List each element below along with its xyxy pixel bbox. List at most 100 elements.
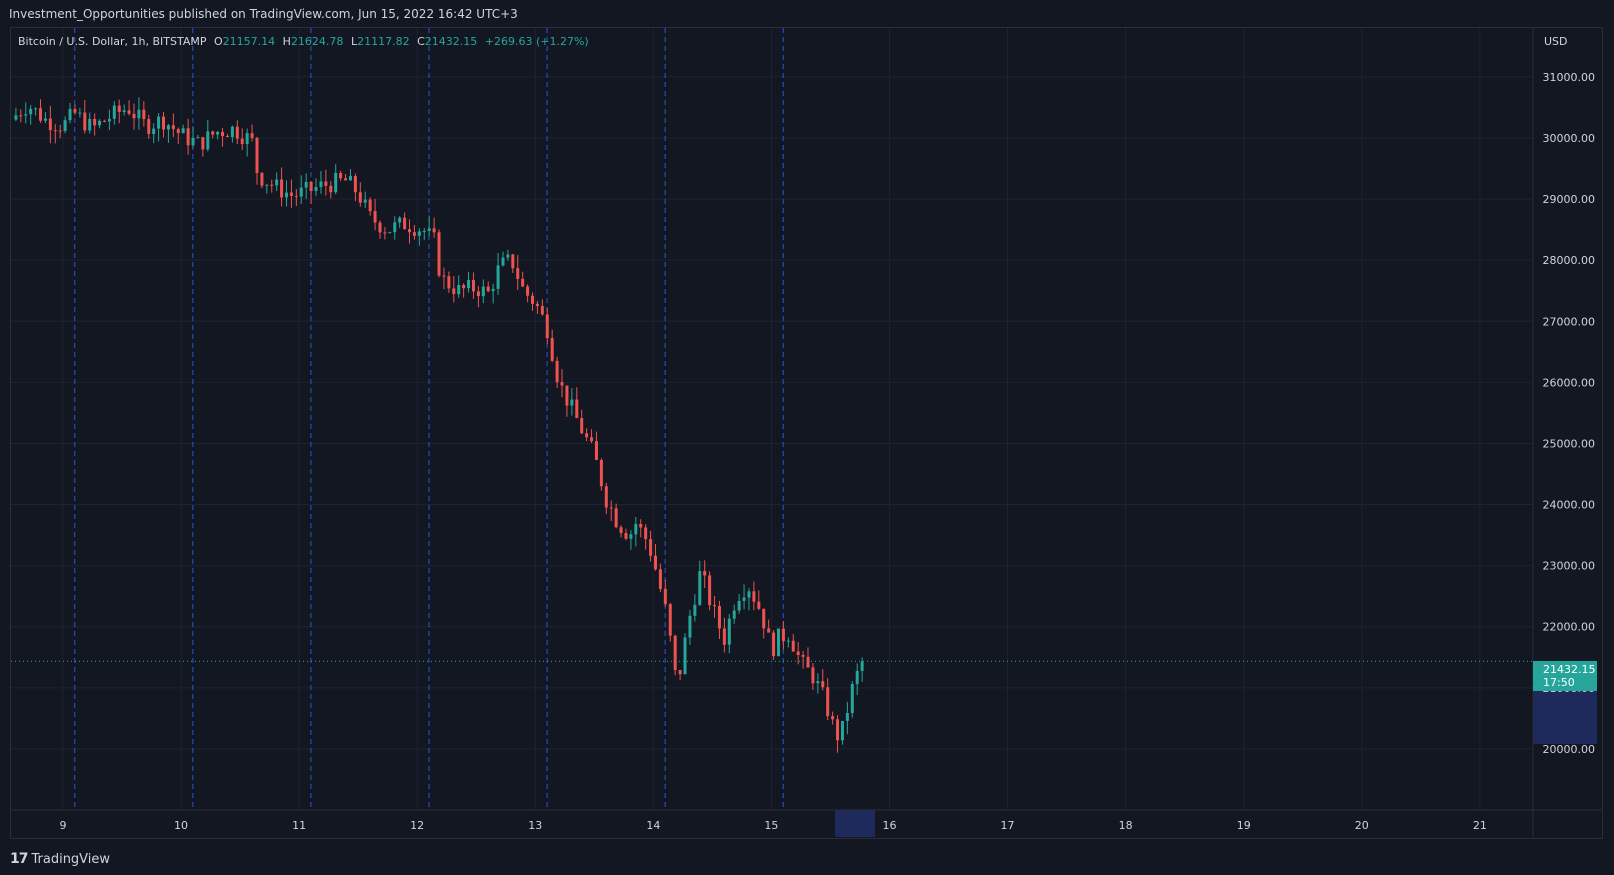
candle-body [442, 275, 446, 277]
candle-body [78, 112, 82, 114]
y-tick-label: 28000.00 [1543, 254, 1596, 267]
candle-body [250, 133, 254, 138]
candle-body [142, 109, 146, 120]
candle-body [329, 185, 333, 193]
candle-body [516, 268, 520, 279]
candle-body [531, 295, 535, 304]
candle-body [319, 181, 323, 188]
candle-body [535, 303, 539, 307]
candle-body [619, 527, 623, 534]
candle-body [225, 136, 229, 138]
candle-body [860, 661, 864, 671]
candle-body [540, 306, 544, 315]
candle-body [727, 618, 731, 645]
candle-body [206, 131, 210, 150]
candle-body [845, 713, 849, 721]
candle-body [408, 229, 412, 233]
candle-body [752, 591, 756, 602]
candle-body [334, 172, 338, 193]
x-tick-label: 17 [1001, 819, 1015, 832]
candle-body [58, 130, 62, 132]
candle-body [73, 108, 77, 113]
candle-body [162, 116, 166, 130]
candle-body [836, 719, 840, 741]
candle-body [762, 608, 766, 629]
candle-body [378, 222, 382, 233]
candle-body [427, 228, 431, 231]
publisher-bar: Investment_Opportunities published on Tr… [0, 0, 1614, 27]
candle-body [767, 628, 771, 633]
candle-body [270, 184, 274, 186]
candle-body [240, 138, 244, 144]
x-tick-label: 13 [528, 819, 542, 832]
candle-body [358, 192, 362, 203]
candle-body [280, 179, 284, 198]
candle-body [393, 222, 397, 233]
candle-body [806, 656, 810, 668]
candle-body [201, 137, 205, 150]
candle-body [717, 606, 721, 629]
tradingview-brand: TradingView [31, 851, 111, 867]
candle-body [14, 115, 18, 120]
candle-body [417, 231, 421, 236]
candle-body [658, 569, 662, 589]
candle-body [289, 192, 293, 196]
candle-body [590, 437, 594, 442]
candle-body [776, 628, 780, 657]
candle-body [107, 118, 111, 122]
x-tick-label: 14 [646, 819, 660, 832]
candle-body [43, 118, 47, 121]
candle-body [39, 108, 43, 121]
candle-body [166, 125, 170, 130]
candle-body [127, 110, 131, 114]
legend-open-value: 21157.14 [222, 35, 276, 48]
candle-body [609, 507, 613, 509]
candle-body [157, 116, 161, 129]
candle-body [83, 112, 87, 131]
candle-body [811, 667, 815, 684]
candle-body [235, 126, 239, 139]
candle-body [221, 131, 225, 137]
candle-body [363, 199, 367, 203]
candle-body [732, 610, 736, 619]
chart-area[interactable] [10, 27, 1603, 839]
candle-body [550, 338, 554, 361]
candle-body [447, 276, 451, 289]
candle-body [383, 232, 387, 234]
candle-body [634, 523, 638, 535]
candle-body [324, 181, 328, 186]
candle-body [196, 137, 200, 139]
y-tick-label: 30000.00 [1543, 132, 1596, 145]
candle-body [545, 314, 549, 339]
legend-open-label: O [213, 35, 223, 48]
candle-body [496, 265, 500, 289]
candle-body [285, 192, 289, 198]
candle-body [88, 118, 92, 131]
candle-body [570, 399, 574, 406]
x-tick-label: 15 [764, 819, 778, 832]
candle-body [412, 232, 416, 236]
candle-body [98, 120, 102, 126]
candle-body [132, 113, 136, 119]
candle-body [747, 591, 751, 598]
candle-body [772, 632, 776, 657]
y-tick-label: 31000.00 [1543, 71, 1596, 84]
candle-body [693, 604, 697, 616]
candle-body [191, 137, 195, 146]
candle-body [555, 360, 559, 383]
candle-body [462, 284, 466, 289]
candle-body [791, 640, 795, 652]
x-tick-label: 20 [1355, 819, 1369, 832]
tradingview-footer[interactable]: 17 TradingView [10, 850, 110, 868]
candle-body [93, 118, 97, 126]
candle-body [373, 211, 377, 223]
candle-body [353, 176, 357, 193]
candle-body [639, 523, 643, 528]
candle-body [53, 130, 57, 132]
candle-body [644, 527, 648, 540]
candle-body [48, 118, 52, 131]
candle-body [831, 716, 835, 720]
candle-body [368, 199, 372, 212]
y-tick-label: 20000.00 [1543, 743, 1596, 756]
